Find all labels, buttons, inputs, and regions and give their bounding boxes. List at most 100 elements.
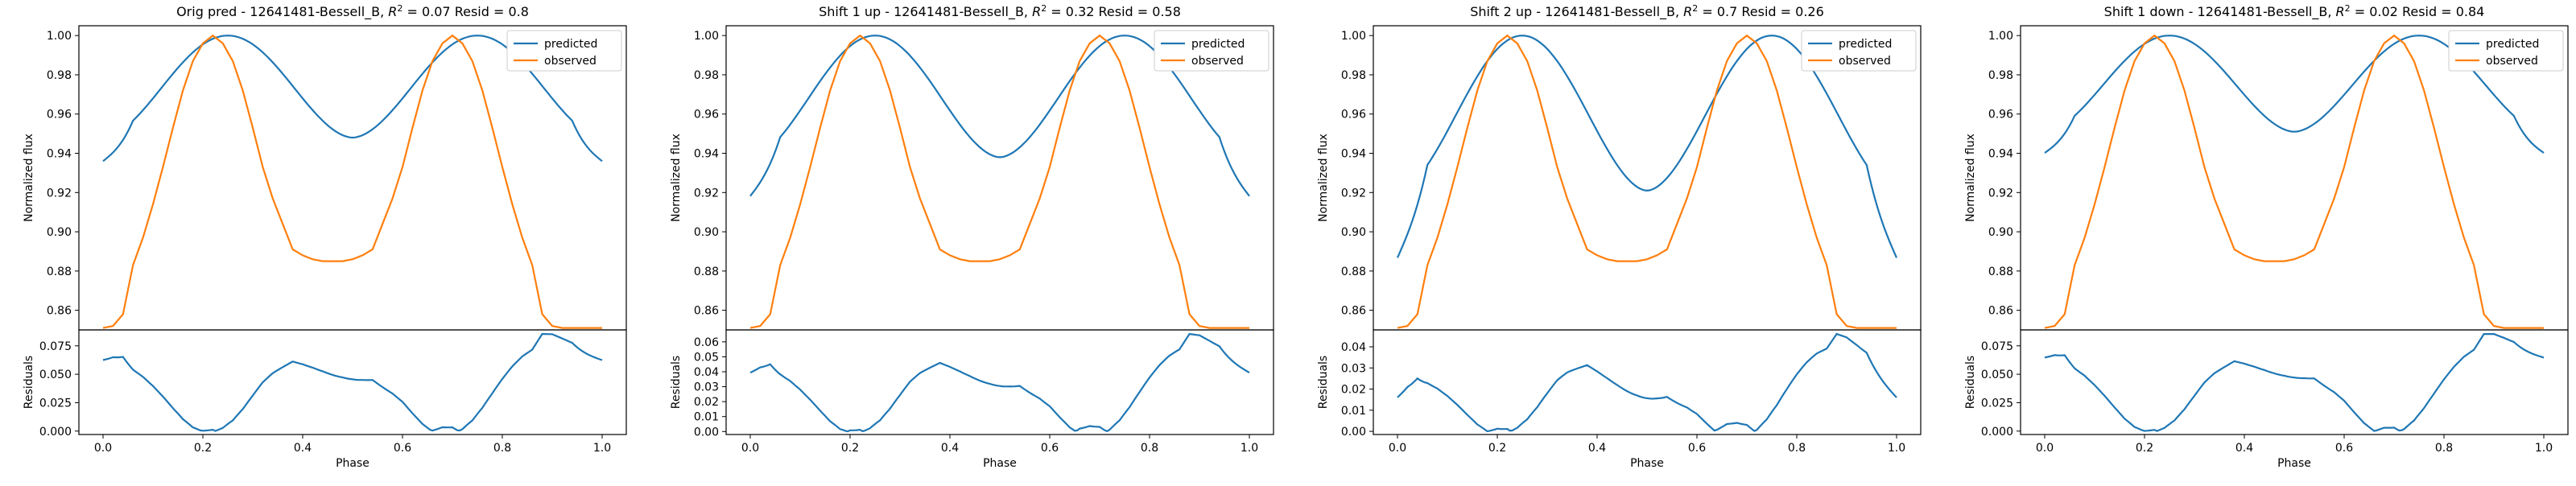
legend-label-predicted: predicted [1191, 38, 1245, 51]
bottom-ytick-label: 0.075 [39, 340, 72, 353]
chart-title-suffix: = 0.7 Resid = 0.26 [1698, 4, 1824, 19]
top-ytick-label: 0.88 [47, 266, 72, 278]
top-ytick-label: 0.86 [47, 305, 72, 318]
top-ytick-label: 0.98 [1988, 69, 2013, 82]
bottom-ylabel: Residuals [670, 356, 683, 409]
bottom-ytick-label: 0.05 [694, 351, 719, 364]
chart-title-r: R [1683, 4, 1692, 19]
top-ytick-label: 0.90 [694, 226, 719, 239]
bottom-xtick-label: 0.6 [394, 442, 411, 455]
top-ytick-label: 0.92 [1988, 187, 2013, 200]
chart-title-suffix: = 0.07 Resid = 0.8 [402, 4, 529, 19]
bottom-xtick-label: 0.6 [1688, 442, 1706, 455]
top-ytick-label: 0.90 [47, 226, 72, 239]
observed-line [749, 34, 1249, 329]
observed-line [1397, 34, 1897, 329]
bottom-ytick-label: 0.000 [1981, 426, 2013, 439]
bottom-xtick-label: 0.0 [1389, 442, 1406, 455]
bottom-axes-frame [2020, 329, 2569, 435]
bottom-ytick-label: 0.00 [1341, 426, 1366, 439]
top-ytick-label: 1.00 [1988, 30, 2013, 43]
top-ytick-label: 0.90 [1988, 226, 2013, 239]
bottom-ylabel: Residuals [1964, 356, 1977, 409]
top-ylabel: Normalized flux [670, 134, 683, 222]
legend-label-predicted: predicted [544, 38, 597, 51]
chart-title-r-sup: 2 [2345, 3, 2351, 14]
top-ytick-label: 0.96 [1341, 109, 1366, 122]
legend-label-observed: observed [2486, 55, 2538, 68]
top-axes-frame [78, 25, 627, 331]
top-ytick-label: 0.92 [694, 187, 719, 200]
bottom-xtick-label: 1.0 [1241, 442, 1258, 455]
bottom-ylabel: Residuals [1317, 356, 1330, 409]
top-ytick-label: 0.94 [1341, 148, 1366, 161]
chart-title-r: R [1032, 4, 1041, 19]
chart-title-r-sup: 2 [1692, 3, 1698, 14]
chart-title-prefix: Shift 1 up - 12641481-Bessell_B, [819, 4, 1032, 20]
bottom-ylabel: Residuals [23, 356, 35, 409]
bottom-axes-frame [725, 329, 1274, 435]
top-ytick-label: 0.90 [1341, 226, 1366, 239]
bottom-ytick-label: 0.000 [39, 426, 72, 439]
legend-label-observed: observed [544, 55, 597, 68]
top-ytick-label: 0.88 [1341, 266, 1366, 278]
chart-title: Shift 1 down - 12641481-Bessell_B, R2 = … [2104, 3, 2485, 20]
residual-line [749, 332, 1250, 433]
bottom-xtick-label: 0.8 [2435, 442, 2453, 455]
chart-title: Shift 2 up - 12641481-Bessell_B, R2 = 0.… [1470, 3, 1824, 20]
top-ytick-label: 0.86 [694, 305, 719, 318]
bottom-ytick-label: 0.04 [694, 366, 719, 379]
bottom-xtick-label: 0.6 [2335, 442, 2353, 455]
top-ytick-label: 0.98 [1341, 69, 1366, 82]
bottom-axes-frame [1373, 329, 1922, 435]
bottom-axes-frame [78, 329, 627, 435]
top-ylabel: Normalized flux [1964, 134, 1977, 222]
legend-label-predicted: predicted [1839, 38, 1892, 51]
top-ylabel: Normalized flux [23, 134, 35, 222]
top-ytick-label: 0.92 [47, 187, 72, 200]
bottom-ytick-label: 0.06 [694, 336, 719, 349]
chart-title: Shift 1 up - 12641481-Bessell_B, R2 = 0.… [819, 3, 1181, 20]
chart-title-suffix: = 0.32 Resid = 0.58 [1046, 4, 1181, 19]
bottom-ytick-label: 0.02 [694, 396, 719, 409]
bottom-xtick-label: 0.2 [194, 442, 212, 455]
bottom-ytick-label: 0.03 [1341, 362, 1366, 375]
bottom-ytick-label: 0.01 [1341, 405, 1366, 418]
top-ytick-label: 0.86 [1988, 305, 2013, 318]
bottom-xtick-label: 0.8 [493, 442, 511, 455]
bottom-ytick-label: 0.02 [1341, 384, 1366, 397]
top-ytick-label: 0.96 [694, 109, 719, 122]
top-axes-frame [725, 25, 1274, 331]
bottom-xtick-label: 0.0 [2036, 442, 2054, 455]
bottom-xtick-label: 0.2 [841, 442, 859, 455]
top-ytick-label: 0.94 [1988, 148, 2013, 161]
chart-title-prefix: Shift 2 up - 12641481-Bessell_B, [1470, 4, 1683, 20]
bottom-xlabel: Phase [2277, 457, 2311, 470]
residual-line [102, 332, 603, 432]
legend-label-observed: observed [1191, 55, 1244, 68]
residual-line [2044, 332, 2545, 432]
bottom-xtick-label: 0.8 [1788, 442, 1806, 455]
bottom-xtick-label: 0.0 [741, 442, 759, 455]
chart-title-r-sup: 2 [397, 3, 402, 14]
top-ytick-label: 0.86 [1341, 305, 1366, 318]
bottom-xtick-label: 1.0 [2535, 442, 2553, 455]
bottom-ytick-label: 0.050 [1981, 369, 2013, 381]
chart-title-r: R [388, 4, 397, 19]
bottom-ytick-label: 0.00 [694, 426, 719, 439]
observed-line [102, 34, 602, 329]
bottom-xtick-label: 0.6 [1041, 442, 1059, 455]
bottom-xlabel: Phase [1630, 457, 1664, 470]
chart-title-r-sup: 2 [1041, 3, 1046, 14]
top-ytick-label: 0.88 [694, 266, 719, 278]
top-ylabel: Normalized flux [1317, 134, 1330, 222]
bottom-xtick-label: 0.4 [294, 442, 312, 455]
chart-panel-3: Shift 2 up - 12641481-Bessell_B, R2 = 0.… [1317, 3, 1922, 470]
bottom-ytick-label: 0.025 [39, 397, 72, 410]
bottom-xtick-label: 0.4 [2235, 442, 2253, 455]
bottom-xtick-label: 1.0 [593, 442, 611, 455]
top-ytick-label: 1.00 [1341, 30, 1366, 43]
chart-title-r: R [2336, 4, 2345, 19]
